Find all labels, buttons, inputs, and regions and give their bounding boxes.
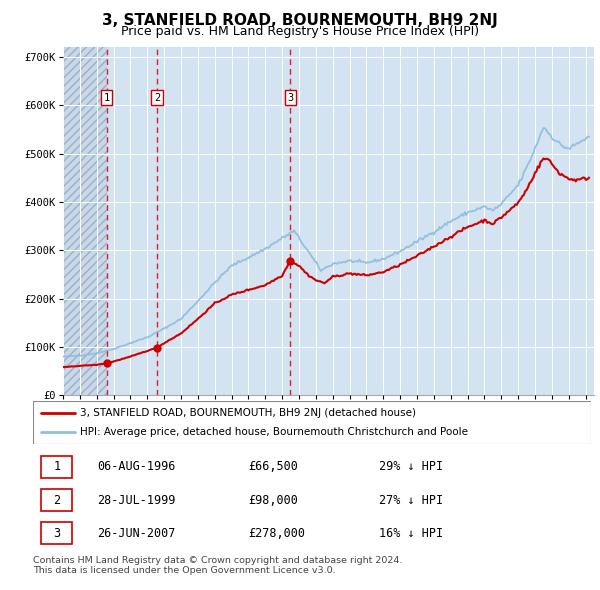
Text: Contains HM Land Registry data © Crown copyright and database right 2024.
This d: Contains HM Land Registry data © Crown c…: [33, 556, 403, 575]
FancyBboxPatch shape: [33, 401, 591, 444]
Text: 27% ↓ HPI: 27% ↓ HPI: [379, 493, 443, 507]
Text: 16% ↓ HPI: 16% ↓ HPI: [379, 526, 443, 540]
Text: 3: 3: [53, 526, 60, 540]
FancyBboxPatch shape: [41, 522, 72, 545]
Text: 06-AUG-1996: 06-AUG-1996: [97, 460, 176, 474]
Text: 26-JUN-2007: 26-JUN-2007: [97, 526, 176, 540]
Bar: [63, 47, 107, 395]
Text: 1: 1: [104, 93, 110, 103]
Bar: [157, 47, 290, 395]
Text: 3: 3: [287, 93, 293, 103]
Bar: [290, 47, 594, 395]
Text: 1: 1: [53, 460, 60, 474]
FancyBboxPatch shape: [41, 455, 72, 478]
Text: HPI: Average price, detached house, Bournemouth Christchurch and Poole: HPI: Average price, detached house, Bour…: [80, 427, 469, 437]
Text: 3, STANFIELD ROAD, BOURNEMOUTH, BH9 2NJ: 3, STANFIELD ROAD, BOURNEMOUTH, BH9 2NJ: [102, 13, 498, 28]
Text: 2: 2: [53, 493, 60, 507]
Bar: [107, 47, 157, 395]
FancyBboxPatch shape: [41, 489, 72, 512]
Text: £66,500: £66,500: [248, 460, 298, 474]
Text: £278,000: £278,000: [248, 526, 305, 540]
Text: 29% ↓ HPI: 29% ↓ HPI: [379, 460, 443, 474]
Text: 2: 2: [154, 93, 160, 103]
Text: Price paid vs. HM Land Registry's House Price Index (HPI): Price paid vs. HM Land Registry's House …: [121, 25, 479, 38]
Text: £98,000: £98,000: [248, 493, 298, 507]
Text: 3, STANFIELD ROAD, BOURNEMOUTH, BH9 2NJ (detached house): 3, STANFIELD ROAD, BOURNEMOUTH, BH9 2NJ …: [80, 408, 416, 418]
Text: 28-JUL-1999: 28-JUL-1999: [97, 493, 176, 507]
